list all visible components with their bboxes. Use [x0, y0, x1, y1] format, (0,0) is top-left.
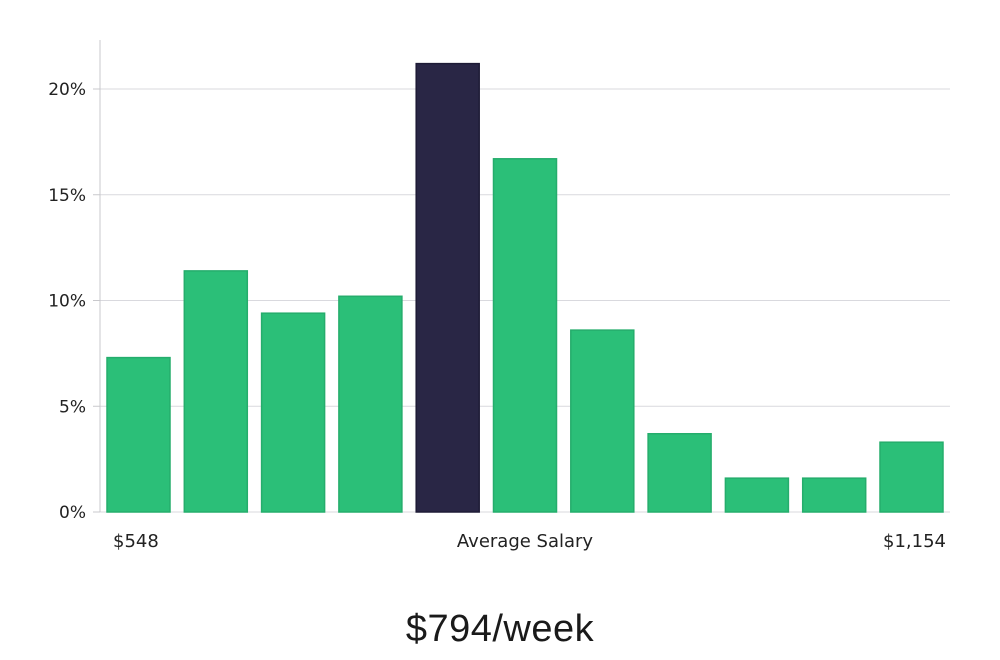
bar [338, 295, 403, 513]
x-label-min: $548 [113, 531, 159, 552]
y-tick-label: 15% [48, 186, 86, 206]
y-tick-label: 20% [48, 80, 86, 100]
x-label-average: Average Salary [457, 531, 594, 552]
y-tick-label: 0% [59, 503, 86, 523]
y-tick-label: 10% [48, 292, 86, 312]
y-axis-ticks: 0% 5% 10% 15% 20% [48, 80, 100, 523]
bar-average-salary [415, 62, 480, 513]
bar [260, 312, 326, 513]
bar [724, 477, 790, 513]
bar [801, 477, 867, 513]
average-salary-headline: $794/week [405, 608, 595, 650]
bars [106, 62, 944, 513]
bar [492, 158, 558, 513]
bar [647, 432, 712, 513]
bar [570, 329, 635, 513]
salary-histogram: 0% 5% 10% 15% 20% $548 Average Salary $1,154 [48, 40, 950, 552]
x-label-max: $1,154 [883, 531, 946, 552]
bar [879, 441, 944, 513]
bar [183, 270, 249, 513]
y-tick-label: 5% [59, 397, 86, 417]
bar [106, 356, 171, 513]
